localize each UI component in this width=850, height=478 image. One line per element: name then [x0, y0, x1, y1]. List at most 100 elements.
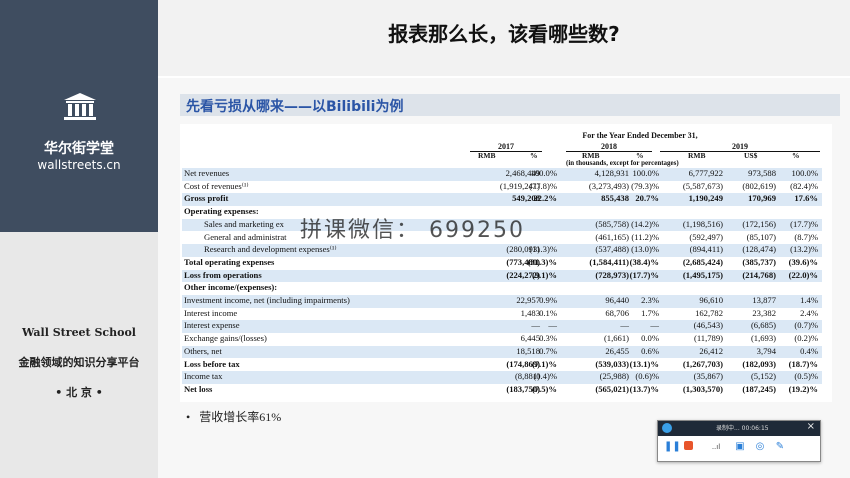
table-cell: (0.6)%	[635, 371, 659, 382]
year-header-2019: 2019	[660, 142, 820, 152]
table-cell: (85,107)	[746, 231, 776, 242]
table-cell: (585,758)	[595, 218, 629, 229]
table-cell: 96,440	[605, 295, 629, 305]
mic-level-icon[interactable]: ..ıl	[711, 443, 721, 451]
table-cell: (13.1)%	[629, 358, 659, 369]
table-cell: (18.7)%	[788, 358, 818, 369]
table-cell: (6,685)	[750, 320, 776, 331]
close-icon[interactable]: ×	[806, 421, 815, 432]
table-cell: (0.5)%	[794, 371, 818, 382]
table-cell: —	[548, 320, 557, 331]
table-row: Loss from operations (224,272) (9.1)% (728,…	[182, 269, 822, 283]
table-cell: (1,693)	[750, 333, 776, 344]
stop-icon[interactable]	[682, 441, 694, 453]
section-title: 先看亏损从哪来——以Bilibili为例	[186, 99, 404, 115]
table-cell: (5,152)	[750, 371, 776, 382]
table-cell: (385,737)	[742, 256, 776, 267]
table-cell: 100.0%	[530, 168, 558, 178]
camera-icon[interactable]: ▣	[735, 441, 745, 452]
table-cell: 2.3%	[641, 295, 659, 305]
table-cell: (79.3)%	[631, 180, 659, 191]
table-cell: (11,789)	[693, 333, 723, 344]
slide-title: 报表那么长，该看哪些数?	[388, 22, 620, 46]
row-label: Research and development expenses⁽¹⁾	[204, 244, 337, 255]
table-cell: (17.7)%	[790, 218, 818, 229]
table-cell: (728,973)	[595, 269, 629, 280]
table-cell: 22,957	[516, 295, 540, 305]
table-cell: (172,156)	[742, 218, 776, 229]
table-cell: 2.4%	[800, 307, 818, 318]
table-cell: (773,480)	[506, 256, 540, 267]
pen-icon[interactable]: ✎	[775, 441, 785, 452]
table-cell: 100.0%	[632, 168, 660, 178]
table-cell: (539,033)	[595, 358, 629, 369]
title-divider	[158, 76, 850, 78]
school-name: Wall Street School	[22, 326, 136, 339]
row-label: Gross profit	[184, 193, 229, 204]
table-cell: (1,495,175)	[682, 269, 723, 280]
table-cell: (1,919,241)	[499, 180, 540, 191]
table-cell: (7.5)%	[531, 383, 557, 394]
table-cell: (9.1)%	[531, 269, 557, 280]
row-label: Net revenues	[184, 168, 230, 178]
table-row: Other income/(expenses):	[182, 282, 822, 295]
table-cell: (31.3)%	[527, 256, 557, 267]
table-cell: (894,411)	[689, 244, 723, 255]
table-row: Loss before tax (174,869) (7.1)% (539,033)(…	[182, 359, 822, 372]
table-cell: 6,777,922	[688, 168, 723, 178]
recorder-logo-icon	[662, 423, 672, 433]
row-label: Loss before tax	[184, 358, 240, 369]
col-header: RMB	[688, 151, 706, 160]
table-cell: 26,412	[699, 345, 723, 356]
row-label: Income tax	[184, 371, 223, 382]
sidebar-info-panel	[0, 232, 158, 478]
table-cell: (22.0)%	[788, 269, 818, 280]
bullet-point: • 营收增长率61%	[186, 410, 282, 424]
table-cell: 855,438	[601, 193, 629, 204]
table-cell: (182,093)	[742, 358, 776, 369]
slogan: 金融领域的知识分享平台	[18, 356, 140, 369]
col-header: RMB	[478, 151, 496, 160]
table-cell: (1,584,411)	[589, 256, 629, 267]
table-cell: (224,272)	[506, 269, 540, 280]
table-cell: (82.4)%	[790, 180, 818, 191]
table-cell: 6,445	[520, 333, 540, 344]
table-cell: 13,877	[752, 295, 776, 305]
table-cell: 4,128,931	[594, 168, 629, 178]
table-row: Gross profit 549,208 22.2% 855,438 20.7% 1,19…	[182, 193, 822, 206]
table-cell: (187,245)	[742, 383, 776, 394]
table-cell: —	[620, 320, 629, 331]
screenshot-icon[interactable]: ◎	[755, 441, 765, 452]
col-header: %	[792, 151, 800, 160]
table-cell: (2,685,424)	[682, 256, 723, 267]
table-cell: 18,518	[516, 345, 540, 356]
table-cell: (802,619)	[742, 180, 776, 191]
table-row: Investment income, net (including impair…	[182, 295, 822, 308]
section-bar	[180, 94, 840, 116]
table-cell: (13.2)%	[790, 244, 818, 255]
table-cell: (8,881)	[514, 371, 540, 382]
table-cell: (1,198,516)	[682, 218, 723, 229]
table-cell: (14.2)%	[631, 218, 659, 229]
table-cell: (25,988)	[599, 371, 629, 382]
table-cell: (183,750)	[506, 383, 540, 394]
table-cell: 1.4%	[800, 295, 818, 305]
building-columns-icon	[64, 93, 96, 120]
table-row: Interest income 1,483 0.1% 68,706 1.7% 162,78…	[182, 308, 822, 321]
row-label: Sales and marketing ex	[204, 218, 284, 229]
pause-icon[interactable]: ❚❚	[664, 441, 681, 452]
table-row: Operating expenses:	[182, 206, 822, 219]
table-cell: (174,869)	[506, 358, 540, 369]
recording-toolbar[interactable]: 录制中... 00:06:15 × ❚❚ ..ıl ▣ ◎ ✎	[657, 420, 821, 462]
row-label: Interest expense	[184, 320, 240, 331]
table-cell: 1,483	[520, 307, 540, 318]
year-header-2017: 2017	[470, 142, 542, 152]
table-cell: (0.4)%	[533, 371, 557, 382]
table-row: Total operating expenses (773,480) (31.3)%…	[182, 257, 822, 270]
row-label: Investment income, net (including impair…	[184, 295, 350, 305]
table-cell: 100.0%	[791, 168, 819, 178]
col-header: %	[530, 151, 538, 160]
table-cell: (1,661)	[603, 333, 629, 344]
table-cell: 26,455	[605, 345, 629, 356]
table-cell: (3,273,493)	[588, 180, 629, 191]
